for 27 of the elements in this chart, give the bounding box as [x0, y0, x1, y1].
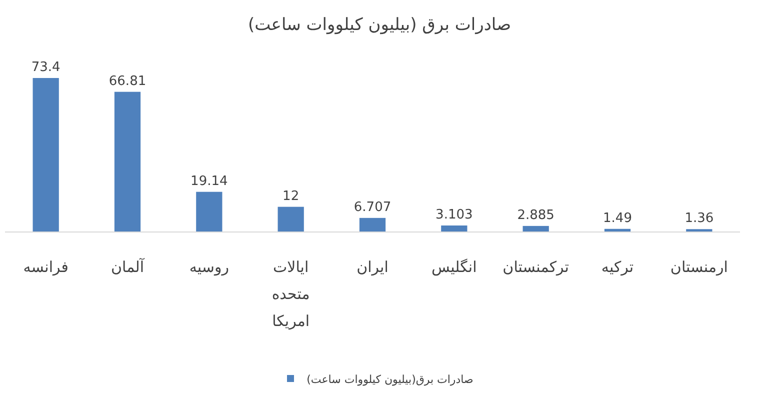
data-label: 19.14	[190, 174, 228, 189]
bar	[32, 78, 59, 232]
data-label: 1.49	[603, 210, 632, 226]
x-tick-label: انگلیس	[432, 258, 477, 276]
bar	[441, 225, 468, 232]
data-label: 1.36	[684, 211, 714, 226]
bar	[522, 226, 549, 232]
bar	[359, 218, 386, 232]
x-tick-label: فرانسه	[23, 258, 68, 276]
data-label: 73.4	[31, 60, 60, 75]
x-tick-label: آلمان	[111, 257, 145, 276]
x-tick-label: ایران	[356, 258, 388, 276]
data-label: 6.707	[354, 200, 392, 215]
bar	[196, 192, 222, 232]
x-tick-label: روسیه	[189, 258, 229, 276]
data-label: 66.81	[108, 74, 146, 89]
legend-label: صادرات برق(بیلیون کیلووات ساعت)	[306, 373, 474, 386]
bar	[278, 206, 304, 232]
data-label: 3.103	[436, 207, 473, 222]
x-tick-label: ترکمنستان	[502, 258, 569, 276]
x-tick-label: ترکیه	[601, 258, 634, 276]
x-tick-label: ایالات متحده امریکا	[272, 258, 310, 330]
x-tick-label: ارمنستان	[670, 258, 728, 276]
bar	[114, 92, 141, 232]
data-label: 2.885	[517, 208, 554, 223]
data-label: 12	[282, 188, 300, 204]
chart-title: صادرات برق (بیلیون کیلووات ساعت)	[248, 15, 512, 35]
